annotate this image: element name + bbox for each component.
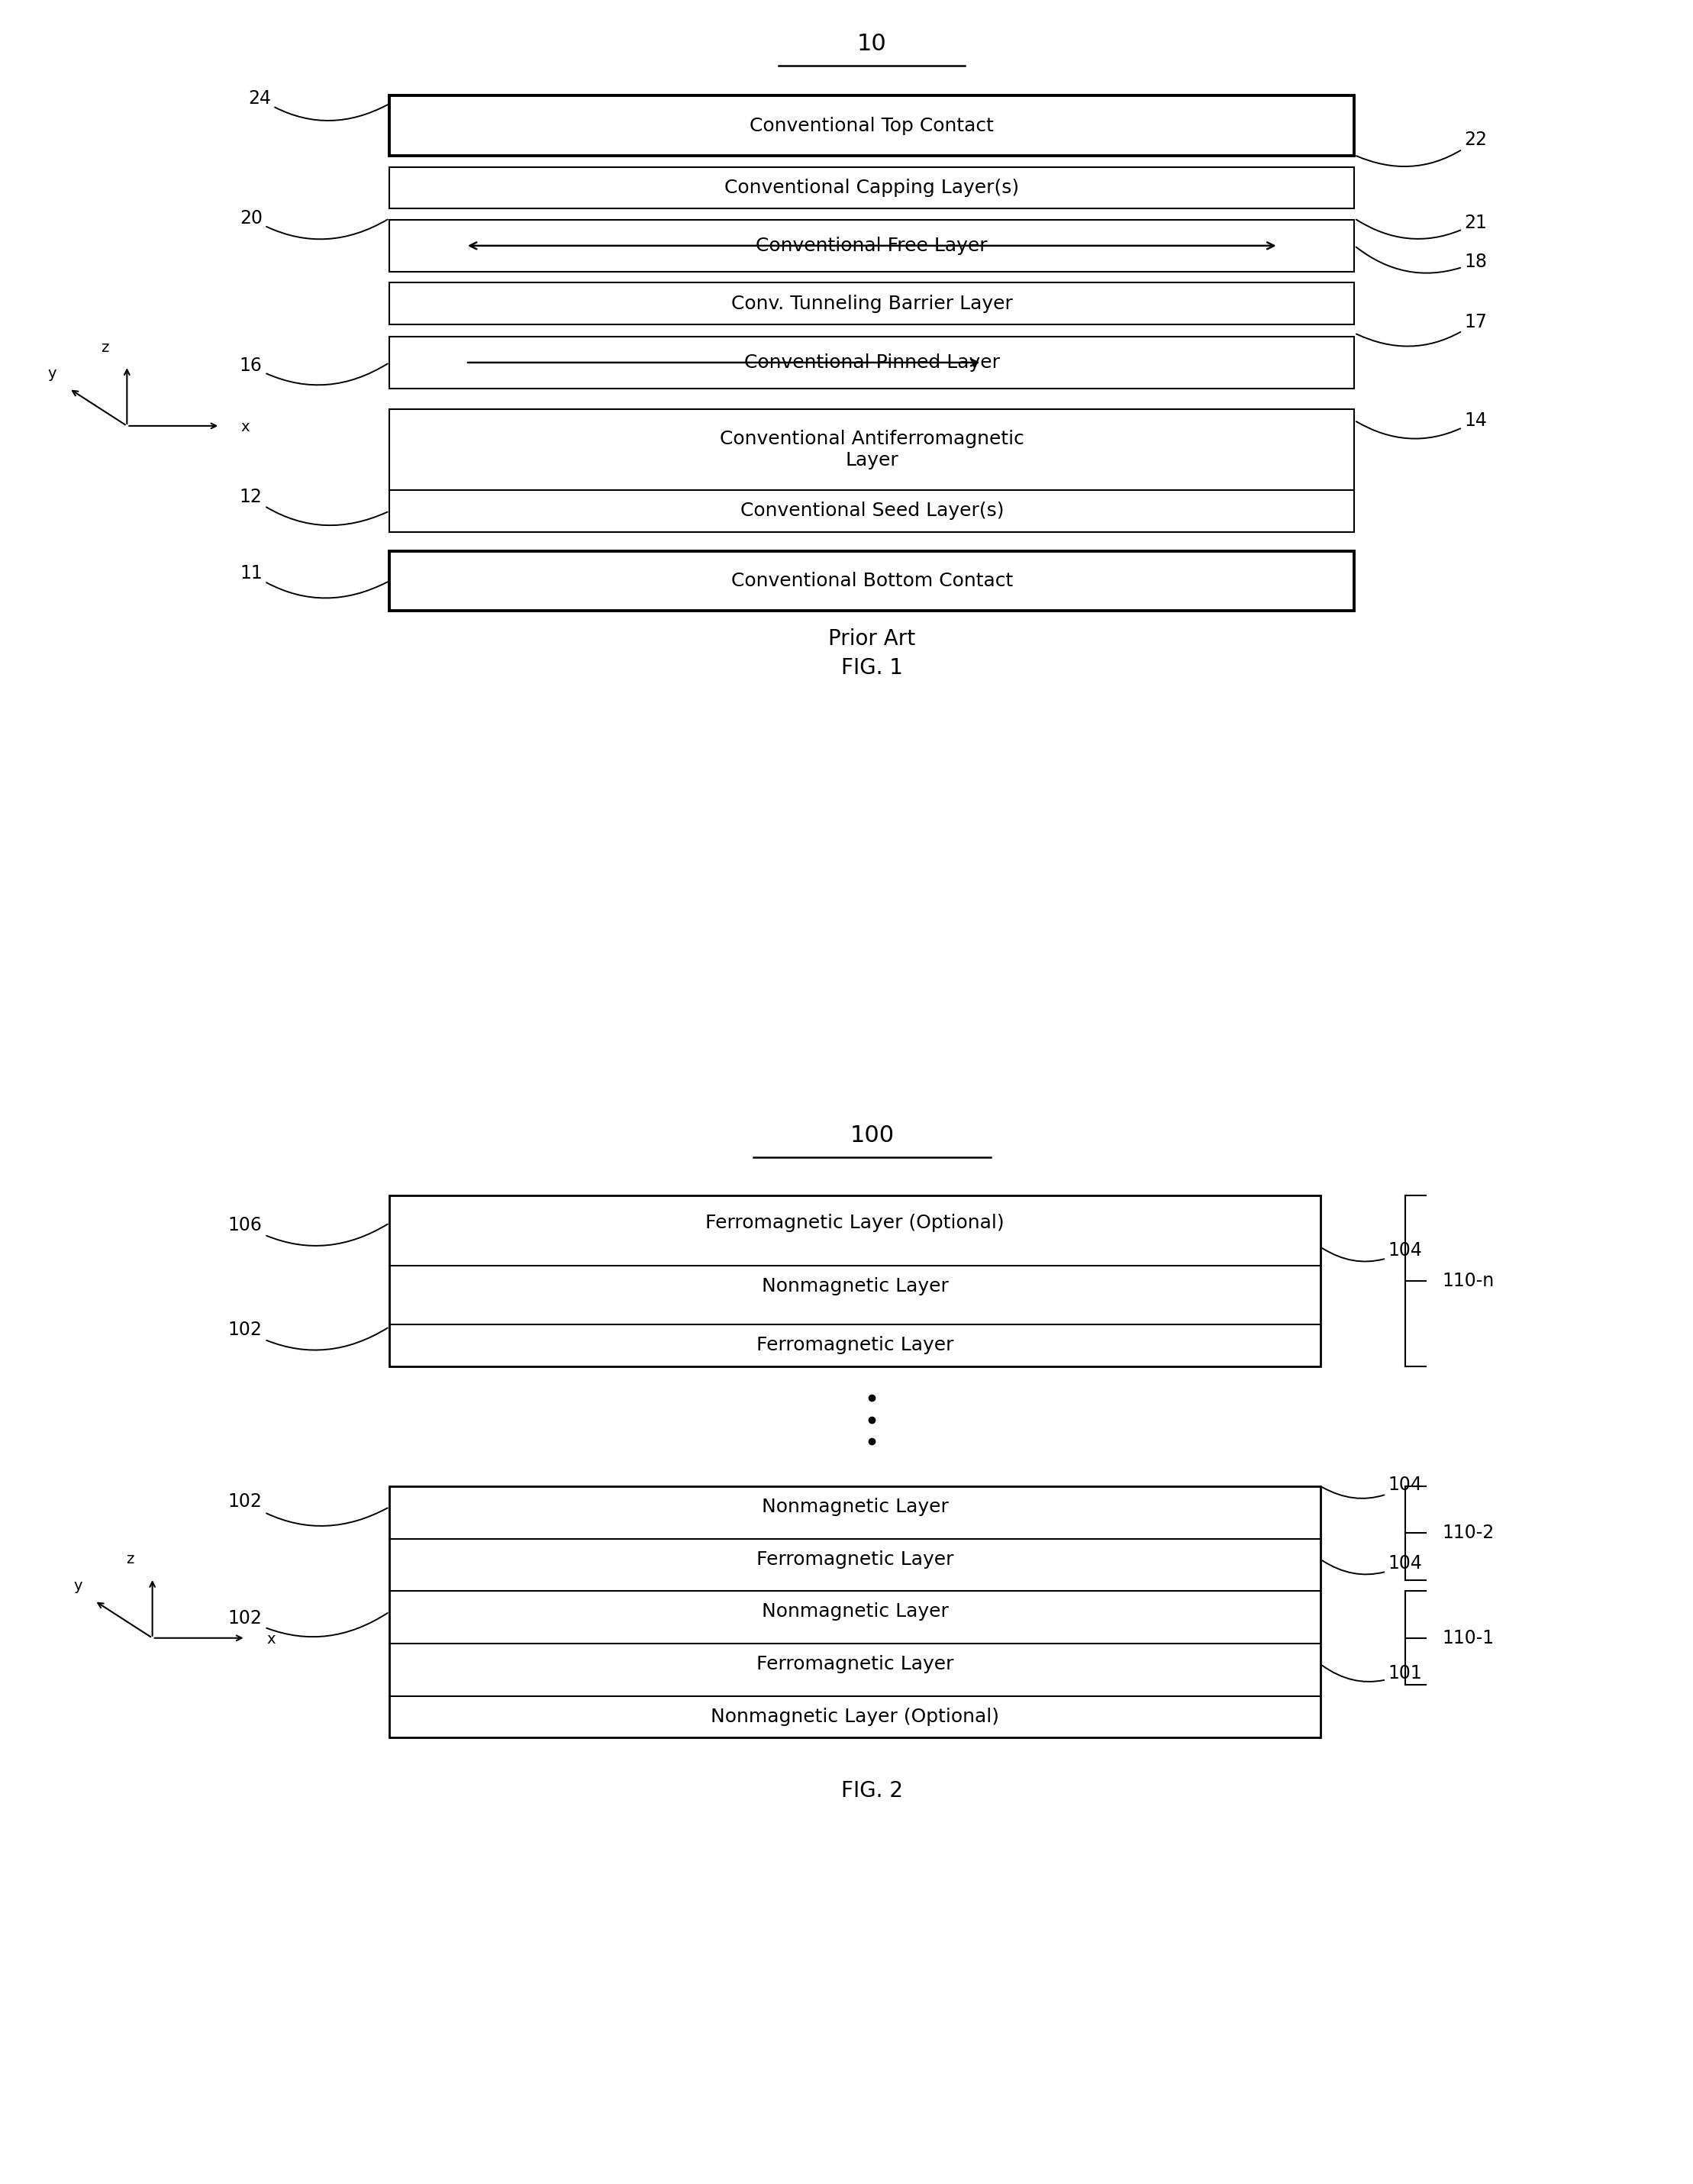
Text: Nonmagnetic Layer: Nonmagnetic Layer	[762, 1498, 948, 1516]
Text: Conventional Pinned Layer: Conventional Pinned Layer	[743, 354, 1001, 371]
Text: z: z	[127, 1553, 134, 1566]
Text: 17: 17	[1356, 312, 1486, 347]
Text: FIG. 2: FIG. 2	[841, 1780, 902, 1802]
Text: y: y	[47, 367, 56, 380]
Text: 18: 18	[1356, 247, 1488, 273]
Text: Ferromagnetic Layer: Ferromagnetic Layer	[757, 1551, 953, 1568]
Text: Nonmagnetic Layer: Nonmagnetic Layer	[762, 1603, 948, 1621]
Text: 110-2: 110-2	[1442, 1524, 1495, 1542]
Text: 11: 11	[240, 563, 388, 598]
Text: 102: 102	[229, 1492, 388, 1527]
Text: 104: 104	[1322, 1555, 1422, 1575]
Text: 14: 14	[1356, 411, 1486, 439]
Text: 12: 12	[240, 487, 388, 526]
Text: FIG. 1: FIG. 1	[841, 657, 902, 679]
Bar	[389, 96, 1354, 155]
Text: 21: 21	[1356, 214, 1486, 238]
Text: 22: 22	[1356, 131, 1488, 166]
Bar	[389, 491, 1354, 533]
Text: 104: 104	[1322, 1241, 1422, 1262]
Text: 16: 16	[240, 356, 388, 384]
Text: Conventional Seed Layer(s): Conventional Seed Layer(s)	[740, 502, 1004, 520]
Bar	[389, 1197, 1321, 1367]
Text: 10: 10	[857, 33, 887, 55]
Text: 106: 106	[229, 1216, 388, 1245]
Text: Conventional Bottom Contact: Conventional Bottom Contact	[731, 572, 1012, 590]
Bar	[389, 221, 1354, 273]
Text: Conventional Free Layer: Conventional Free Layer	[757, 236, 987, 256]
Text: 20: 20	[239, 210, 388, 240]
Text: Ferromagnetic Layer (Optional): Ferromagnetic Layer (Optional)	[706, 1214, 1004, 1232]
Bar	[389, 1485, 1321, 1738]
Text: Nonmagnetic Layer (Optional): Nonmagnetic Layer (Optional)	[711, 1708, 999, 1725]
Bar	[389, 336, 1354, 389]
Text: Ferromagnetic Layer: Ferromagnetic Layer	[757, 1655, 953, 1673]
Bar	[389, 550, 1354, 612]
Text: z: z	[102, 341, 108, 354]
Text: Nonmagnetic Layer: Nonmagnetic Layer	[762, 1278, 948, 1295]
Text: x: x	[240, 419, 251, 435]
Text: 100: 100	[850, 1125, 894, 1147]
Text: Conventional Antiferromagnetic
Layer: Conventional Antiferromagnetic Layer	[720, 430, 1024, 470]
Bar	[389, 168, 1354, 210]
Text: 102: 102	[229, 1610, 388, 1636]
Text: y: y	[73, 1579, 81, 1592]
Text: Conventional Top Contact: Conventional Top Contact	[750, 116, 994, 135]
Bar	[389, 284, 1354, 325]
Text: 110-1: 110-1	[1442, 1629, 1495, 1647]
Text: x: x	[266, 1631, 276, 1647]
Text: 104: 104	[1322, 1476, 1422, 1498]
Text: 101: 101	[1322, 1664, 1422, 1682]
Text: Ferromagnetic Layer: Ferromagnetic Layer	[757, 1337, 953, 1354]
Text: 24: 24	[247, 90, 388, 120]
Text: Conventional Capping Layer(s): Conventional Capping Layer(s)	[725, 179, 1019, 197]
Bar	[389, 411, 1354, 491]
Text: 110-n: 110-n	[1442, 1271, 1495, 1291]
Text: 102: 102	[229, 1321, 388, 1350]
Text: Conv. Tunneling Barrier Layer: Conv. Tunneling Barrier Layer	[731, 295, 1012, 312]
Text: Prior Art: Prior Art	[828, 629, 916, 649]
